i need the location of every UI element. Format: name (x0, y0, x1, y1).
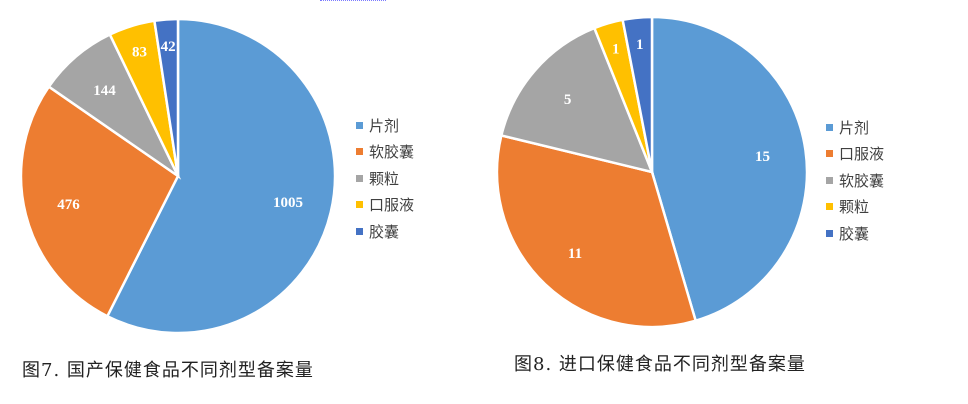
data-label: 1 (636, 37, 644, 53)
data-label: 1005 (273, 195, 303, 211)
legend-label: 颗粒 (369, 169, 400, 188)
legend-swatch (356, 148, 363, 156)
data-label: 476 (57, 197, 80, 213)
caption-figure-8: 图8. 进口保健食品不同剂型备案量 (514, 354, 806, 375)
legend-label: 胶囊 (369, 222, 400, 241)
selection-dotted-line (320, 0, 386, 1)
legend-item: 胶囊 (356, 218, 414, 245)
legend-label: 胶囊 (839, 224, 870, 243)
legend-item: 胶囊 (826, 220, 884, 247)
pie-slice-4 (621, 15, 654, 173)
legend-swatch (826, 203, 833, 211)
data-label: 42 (161, 39, 176, 55)
legend-label: 软胶囊 (839, 171, 885, 190)
legend-item: 片剂 (356, 112, 414, 139)
data-label: 83 (132, 45, 147, 61)
legend-item: 口服液 (356, 192, 414, 219)
pie-slice-0 (105, 17, 337, 335)
legend-label: 颗粒 (839, 198, 870, 217)
legend-item: 软胶囊 (356, 139, 414, 166)
legend-item: 口服液 (826, 141, 884, 168)
legend-item: 颗粒 (356, 165, 414, 192)
legend-swatch (356, 227, 363, 235)
legend-imported: 片剂口服液软胶囊颗粒胶囊 (826, 114, 884, 247)
legend-swatch (826, 176, 833, 184)
data-label: 15 (755, 149, 770, 165)
data-label: 11 (568, 246, 582, 262)
legend-swatch (356, 121, 363, 129)
legend-swatch (356, 174, 363, 182)
legend-swatch (826, 229, 833, 237)
legend-domestic: 片剂软胶囊颗粒口服液胶囊 (356, 112, 414, 245)
data-label: 5 (564, 92, 572, 108)
legend-item: 颗粒 (826, 194, 884, 221)
data-label: 1 (612, 42, 620, 58)
legend-item: 片剂 (826, 114, 884, 141)
legend-item: 软胶囊 (826, 167, 884, 194)
legend-label: 片剂 (839, 118, 870, 137)
legend-label: 软胶囊 (369, 143, 415, 162)
pie-slice-0 (650, 15, 809, 323)
pie-slice-1 (19, 84, 180, 318)
legend-swatch (826, 150, 833, 158)
caption-figure-7: 图7. 国产保健食品不同剂型备案量 (22, 360, 314, 381)
legend-label: 口服液 (839, 145, 885, 164)
data-label: 144 (93, 83, 116, 99)
pie-slice-2 (499, 26, 655, 174)
legend-swatch (356, 201, 363, 209)
legend-label: 口服液 (369, 196, 415, 215)
legend-label: 片剂 (369, 116, 400, 135)
pie-slice-4 (152, 17, 180, 177)
pie-slice-1 (495, 133, 698, 329)
legend-swatch (826, 123, 833, 131)
pie-chart-domestic: 1005 476 144 83 42 (19, 17, 337, 335)
